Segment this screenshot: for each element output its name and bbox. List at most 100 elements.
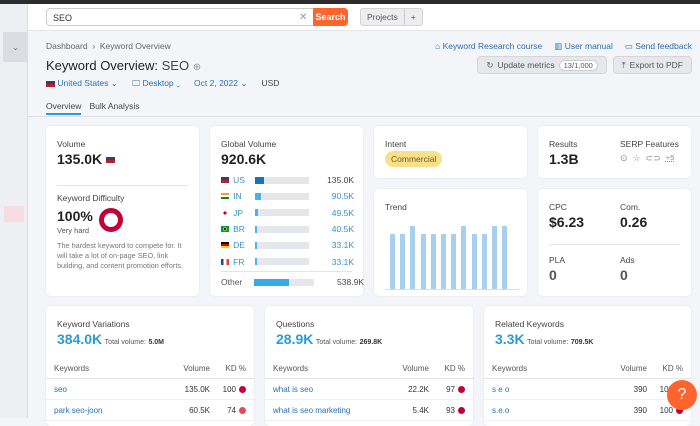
sidebar: ⌄	[0, 4, 28, 418]
country-row[interactable]: DE 33.1K	[221, 237, 354, 253]
feedback-link[interactable]: ▭ Send feedback	[625, 41, 692, 52]
kd-dot-icon	[239, 406, 246, 414]
panel-title: Related Keywords	[495, 319, 564, 329]
global-volume-card: Global Volume 920.6K US 135.0K IN 90.5K JP 49…	[210, 126, 364, 296]
date-select[interactable]: Oct 2, 2022 ⌄	[194, 78, 248, 88]
keyword-panel: Questions 28.9K Total volume: 269.8K Key…	[265, 306, 473, 426]
breadcrumb-dashboard[interactable]: Dashboard	[46, 41, 88, 51]
page-header: Dashboard › Keyword Overview ⌂ Keyword R…	[28, 31, 700, 117]
intent-card: Intent Commercial	[374, 126, 527, 178]
br-flag-icon	[221, 226, 230, 233]
trend-bar	[410, 226, 416, 289]
date-label: Oct 2, 2022	[194, 78, 238, 88]
manual-link[interactable]: ▥ User manual	[554, 41, 613, 52]
country-value: 33.1K	[331, 256, 355, 267]
course-label: Keyword Research course	[442, 41, 543, 51]
country-bar-fill	[254, 176, 264, 184]
cpc-card: CPC $6.23 Com. 0.26 PLA 0 Ads 0	[538, 189, 691, 296]
global-label: Global Volume	[221, 139, 277, 149]
table-header: Keywords Volume KD %	[46, 359, 254, 379]
keyword-link[interactable]: s.e.o	[492, 405, 510, 415]
jp-flag-icon	[221, 209, 230, 216]
device-select[interactable]: 🖵 Desktop ⌄	[131, 78, 181, 88]
update-label: Update metrics	[497, 60, 555, 70]
projects-button[interactable]: Projects +	[360, 8, 423, 26]
keyword-volume: 390	[633, 384, 647, 394]
tab-overview[interactable]: Overview	[46, 101, 82, 115]
country-label: United States	[57, 78, 109, 88]
other-label: Other	[221, 277, 243, 288]
col-keywords: Keywords	[492, 364, 528, 373]
volume-value: 135.0K	[57, 151, 116, 167]
title-label: Keyword Overview:	[46, 58, 158, 73]
results-value: 1.3B	[549, 151, 579, 167]
panel-count[interactable]: 3.3K	[495, 331, 525, 347]
country-code: IN	[233, 191, 242, 202]
col-volume: Volume	[183, 364, 210, 373]
us-flag-icon	[221, 177, 230, 184]
trend-bar	[441, 233, 446, 289]
country-value: 33.1K	[331, 240, 355, 251]
tab-bulk-analysis[interactable]: Bulk Analysis	[89, 101, 140, 111]
intent-badge: Commercial	[385, 151, 443, 167]
kd-label: Keyword Difficulty	[57, 193, 125, 203]
divider	[28, 116, 700, 117]
update-count: 13/1,000	[558, 59, 598, 71]
help-button[interactable]: ?	[667, 380, 697, 410]
serp-label: SERP Features	[620, 139, 679, 149]
keyword-link[interactable]: s e o	[492, 384, 510, 394]
keyword-link[interactable]: what is seo marketing	[273, 405, 351, 415]
trend-card: Trend	[374, 189, 527, 296]
other-bar	[254, 278, 314, 286]
keyword-link[interactable]: park seo-joon	[54, 405, 103, 415]
keyword-kd: 100	[222, 384, 236, 394]
kd-ring	[99, 208, 123, 232]
projects-label[interactable]: Projects	[367, 12, 398, 22]
de-flag-icon	[221, 242, 230, 249]
keyword-link[interactable]: what is seo	[273, 384, 314, 394]
search-input[interactable]: SEO ✕ Search	[46, 8, 348, 26]
serp-more[interactable]: +5	[665, 153, 675, 162]
panel-count[interactable]: 384.0K	[57, 331, 103, 347]
keyword-kd: 74	[227, 405, 236, 415]
panel-count[interactable]: 28.9K	[276, 331, 314, 347]
keyword-link[interactable]: seo	[54, 384, 67, 394]
sidebar-item-highlight[interactable]	[4, 206, 24, 222]
trend-label: Trend	[385, 202, 407, 212]
search-button[interactable]: Search	[313, 8, 348, 26]
country-select[interactable]: United States ⌄	[46, 78, 118, 89]
search-value[interactable]: SEO	[53, 13, 73, 23]
table-row: seo 135.0K 100	[46, 379, 254, 400]
pla-value: 0	[549, 267, 557, 283]
trend-baseline	[385, 289, 519, 290]
course-link[interactable]: ⌂ Keyword Research course	[435, 41, 542, 52]
country-bar-fill	[254, 258, 257, 266]
country-bar-fill	[254, 241, 257, 249]
add-project-button[interactable]: +	[403, 9, 422, 25]
update-metrics-button[interactable]: ↻ Update metrics 13/1,000	[477, 56, 607, 74]
keyword-volume: 22.2K	[408, 384, 429, 394]
country-bar	[254, 209, 309, 217]
intent-label: Intent	[385, 139, 407, 149]
country-row[interactable]: IN 90.5K	[221, 188, 354, 204]
refresh-icon: ↻	[486, 59, 494, 70]
country-row[interactable]: JP 49.5K	[221, 205, 354, 221]
country-row[interactable]: FR 33.1K	[221, 253, 354, 269]
global-value: 920.6K	[221, 151, 267, 167]
country-row[interactable]: BR 40.5K	[221, 221, 354, 237]
upload-icon: ⤒	[621, 59, 626, 70]
total-volume-label: Total volume:	[315, 339, 358, 346]
export-pdf-button[interactable]: ⤒ Export to PDF	[612, 56, 692, 74]
clear-icon[interactable]: ✕	[299, 12, 308, 23]
location-pin-icon: ⊙	[620, 153, 628, 163]
country-row[interactable]: US 135.0K	[221, 172, 354, 188]
country-bar	[254, 176, 309, 184]
add-circle-icon[interactable]: ⊕	[192, 62, 202, 73]
country-bar	[254, 225, 309, 233]
total-volume: 709.5K	[570, 339, 594, 346]
country-value: 49.5K	[331, 207, 355, 218]
country-code: BR	[233, 224, 245, 235]
table-header: Keywords Volume KD %	[484, 359, 691, 379]
divider	[221, 271, 352, 272]
sidebar-toggle[interactable]: ⌄	[3, 32, 28, 62]
